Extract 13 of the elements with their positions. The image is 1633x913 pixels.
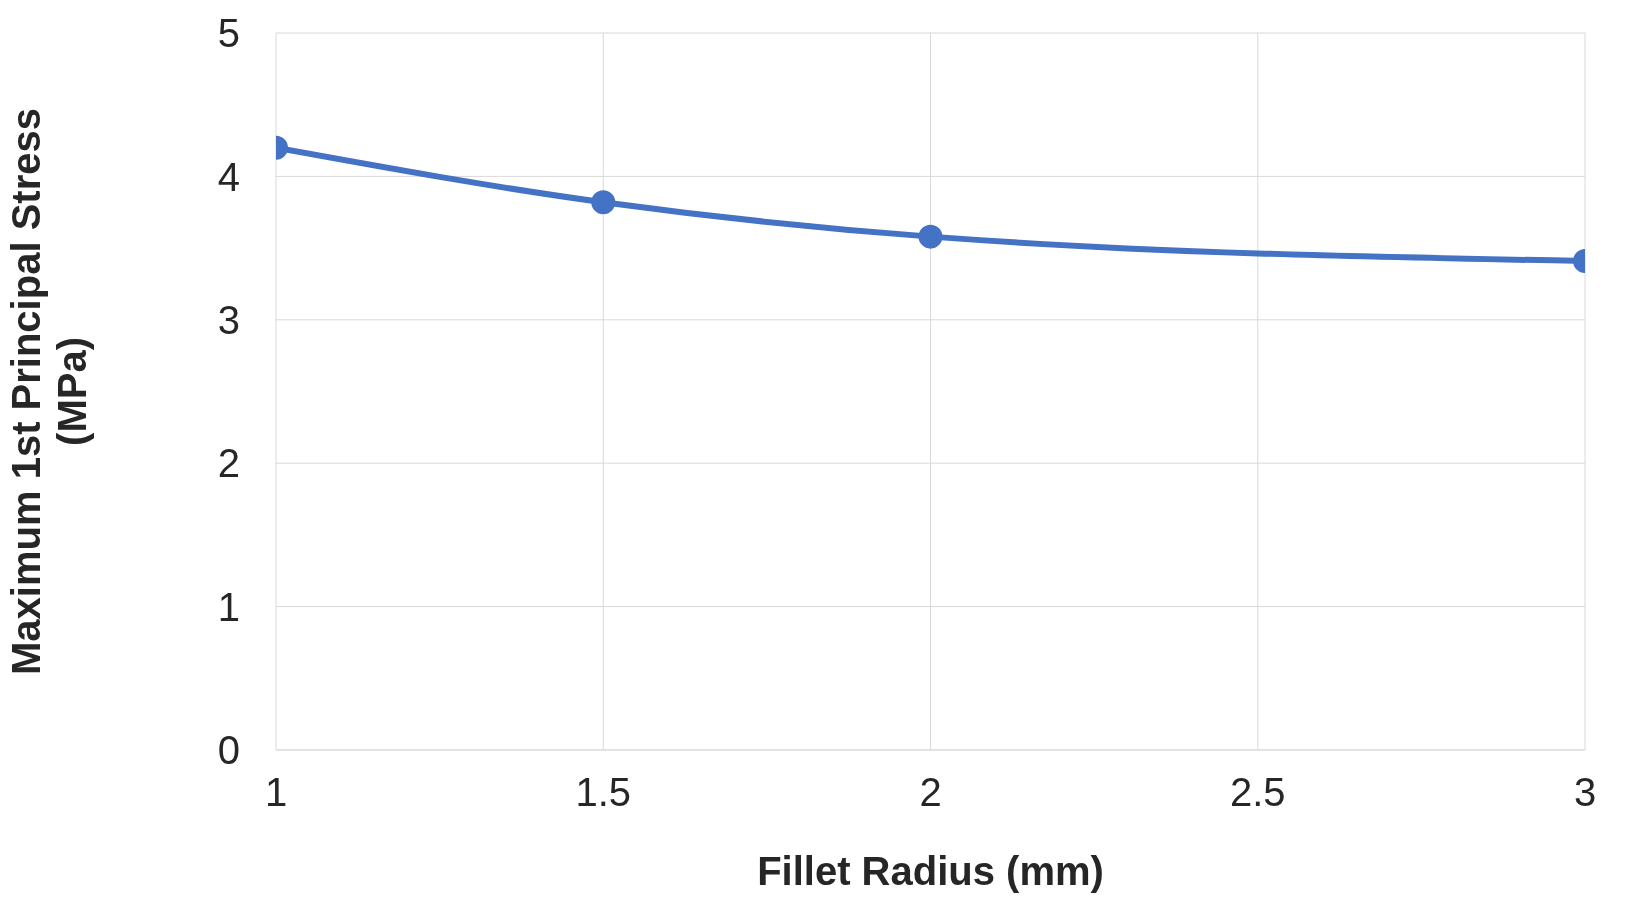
y-tick-label: 5	[217, 11, 240, 56]
x-tick-label: 2.5	[1229, 770, 1286, 815]
x-tick-label: 3	[1573, 770, 1597, 815]
y-tick-label: 2	[217, 441, 240, 486]
x-tick-label: 1.5	[575, 770, 632, 815]
x-tick-label: 2	[919, 770, 942, 815]
y-tick-label: 3	[217, 298, 240, 342]
x-axis-title: Fillet Radius (mm)	[757, 849, 1104, 893]
x-tick-label: 1	[264, 770, 288, 815]
y-tick-label: 1	[217, 584, 240, 629]
y-axis-title: Maximum 1st Principal Stress (MPa)	[4, 108, 94, 675]
y-tick-label: 0	[217, 728, 240, 773]
y-tick-label: 4	[217, 154, 240, 199]
